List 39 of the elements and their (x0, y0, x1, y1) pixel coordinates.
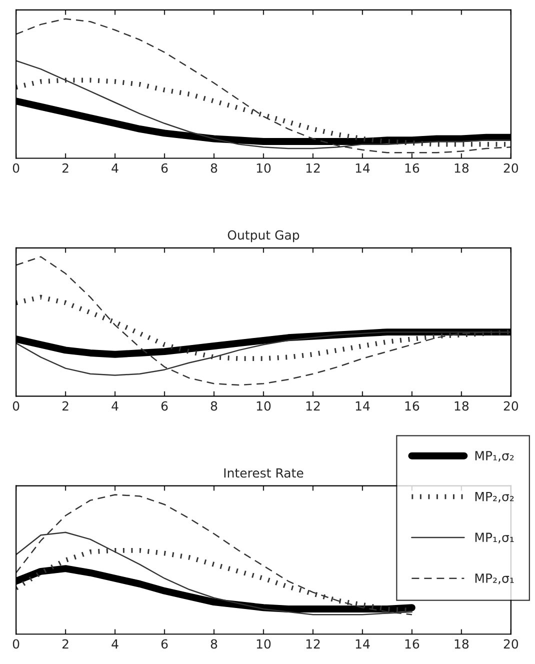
x-tick-label: 10 (256, 639, 271, 649)
chart-title: Interest Rate (224, 468, 304, 478)
x-tick-label: 20 (504, 401, 518, 411)
x-tick-label: 8 (210, 163, 218, 173)
x-tick-label: 18 (454, 401, 469, 411)
x-tick-label: 8 (210, 639, 218, 649)
x-tick-label: 12 (306, 401, 320, 411)
x-tick-label: 6 (161, 163, 168, 173)
x-tick-label: 2 (62, 639, 68, 648)
x-tick-label: 14 (356, 164, 370, 173)
x-tick-label: 16 (405, 401, 420, 411)
x-tick-label: 0 (12, 639, 20, 649)
x-tick-label: 12 (306, 639, 320, 648)
x-tick-label: 16 (405, 639, 420, 649)
x-tick-label: 8 (210, 401, 218, 411)
x-tick-label: 14 (356, 401, 370, 411)
x-tick-label: 16 (405, 163, 420, 173)
x-tick-label: 4 (112, 401, 118, 411)
x-tick-label: 20 (504, 163, 518, 173)
legend-label: MP₁,σ₂ (475, 451, 514, 462)
x-tick-label: 4 (112, 164, 118, 173)
legend-label: MP₂,σ₁ (475, 574, 514, 584)
x-tick-label: 2 (62, 401, 68, 411)
legend-label: MP₂,σ₂ (475, 492, 514, 503)
legend-label: MP₁,σ₁ (475, 532, 514, 544)
x-tick-label: 6 (161, 639, 168, 649)
x-tick-label: 0 (12, 163, 20, 173)
x-tick-label: 20 (504, 639, 518, 649)
x-tick-label: 6 (161, 401, 168, 411)
x-tick-label: 0 (12, 401, 20, 411)
x-tick-label: 18 (454, 639, 469, 649)
x-tick-label: 18 (454, 163, 469, 173)
x-tick-label: 14 (356, 639, 370, 648)
x-tick-label: 4 (112, 639, 118, 648)
x-tick-label: 10 (256, 401, 271, 411)
x-tick-label: 10 (256, 163, 271, 173)
x-tick-label: 2 (62, 163, 68, 173)
x-tick-label: 12 (306, 163, 320, 173)
chart-title: Output Gap (228, 230, 300, 242)
